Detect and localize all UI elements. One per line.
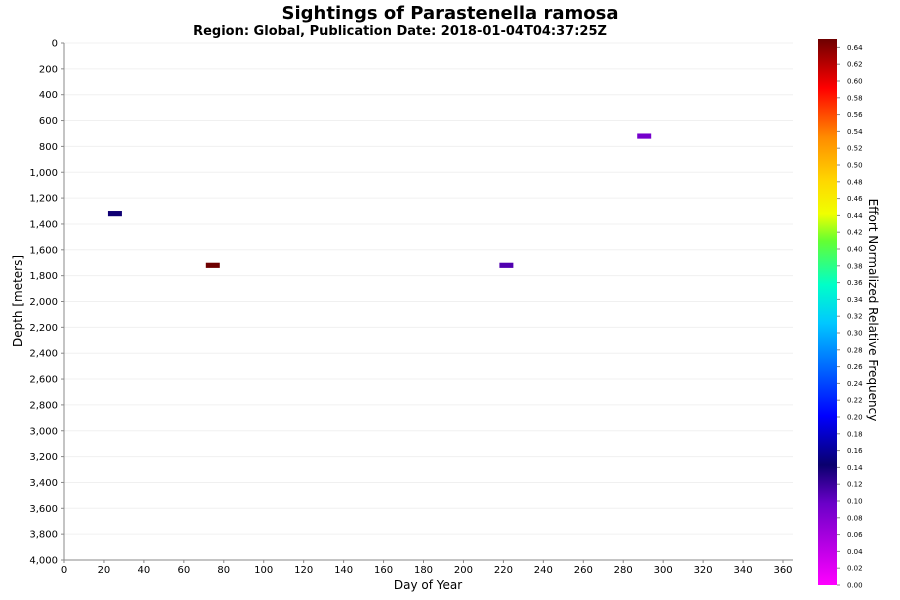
x-tick-label: 140 xyxy=(334,565,353,576)
y-tick-label: 400 xyxy=(39,90,58,101)
colorbar-tick-label: 0.62 xyxy=(847,61,863,69)
colorbar-tick-label: 0.22 xyxy=(847,397,863,405)
x-tick-label: 180 xyxy=(414,565,433,576)
colorbar-tick-label: 0.18 xyxy=(847,430,863,438)
colorbar-tick-label: 0.48 xyxy=(847,178,863,186)
colorbar-ticks: 0.00 0.02 0.04 0.06 0.08 0.10 0.12 0.14 0.16 0.18… xyxy=(837,44,863,590)
data-cell xyxy=(499,262,514,268)
y-tick-label: 3,000 xyxy=(29,426,58,437)
colorbar-tick-label: 0.06 xyxy=(847,531,863,539)
colorbar-tick-label: 0.02 xyxy=(847,565,863,573)
x-tick-label: 100 xyxy=(254,565,273,576)
y-tick-label: 2,200 xyxy=(29,323,58,334)
colorbar xyxy=(818,39,837,585)
y-tick-label: 1,200 xyxy=(29,194,58,205)
x-tick-label: 240 xyxy=(534,565,553,576)
y-tick-label: 2,600 xyxy=(29,375,58,386)
colorbar-tick-label: 0.46 xyxy=(847,195,863,203)
y-tick-label: 800 xyxy=(39,142,58,153)
x-tick-label: 220 xyxy=(494,565,513,576)
colorbar-tick-label: 0.64 xyxy=(847,44,863,52)
x-tick-label: 60 xyxy=(177,565,190,576)
colorbar-tick-label: 0.60 xyxy=(847,78,863,86)
y-tick-label: 4,000 xyxy=(29,556,58,567)
y-tick-label: 600 xyxy=(39,116,58,127)
y-axis-label: Depth [meters] xyxy=(11,255,25,347)
colorbar-tick-label: 0.44 xyxy=(847,212,863,220)
y-ticks: 0 200 400 600 800 1,000 1,200 1,400 1,600 1,800 2,… xyxy=(29,39,64,567)
colorbar-tick-label: 0.40 xyxy=(847,246,863,254)
data-cells xyxy=(107,133,652,268)
x-tick-label: 360 xyxy=(773,565,792,576)
x-axis-label: Day of Year xyxy=(394,578,462,592)
x-tick-label: 20 xyxy=(98,565,111,576)
colorbar-tick-label: 0.20 xyxy=(847,414,863,422)
x-tick-label: 160 xyxy=(374,565,393,576)
x-tick-label: 340 xyxy=(734,565,753,576)
data-cell xyxy=(637,133,652,139)
colorbar-tick-label: 0.42 xyxy=(847,229,863,237)
y-tick-label: 1,400 xyxy=(29,219,58,230)
colorbar-tick-label: 0.54 xyxy=(847,128,863,136)
y-tick-label: 3,800 xyxy=(29,530,58,541)
y-tick-label: 200 xyxy=(39,64,58,75)
y-tick-label: 2,400 xyxy=(29,349,58,360)
x-tick-label: 260 xyxy=(574,565,593,576)
colorbar-tick-label: 0.00 xyxy=(847,582,863,590)
x-tick-label: 200 xyxy=(454,565,473,576)
y-tick-label: 3,600 xyxy=(29,504,58,515)
colorbar-tick-label: 0.14 xyxy=(847,464,863,472)
x-tick-label: 300 xyxy=(654,565,673,576)
y-tick-label: 2,000 xyxy=(29,297,58,308)
colorbar-tick-label: 0.08 xyxy=(847,514,863,522)
y-tick-label: 3,200 xyxy=(29,452,58,463)
colorbar-tick-label: 0.12 xyxy=(847,481,863,489)
y-tick-label: 0 xyxy=(52,39,58,50)
colorbar-tick-label: 0.56 xyxy=(847,111,863,119)
colorbar-tick-label: 0.28 xyxy=(847,346,863,354)
y-tick-label: 3,400 xyxy=(29,478,58,489)
colorbar-tick-label: 0.24 xyxy=(847,380,863,388)
colorbar-tick-label: 0.10 xyxy=(847,498,863,506)
colorbar-label: Effort Normalized Relative Frequency xyxy=(866,199,880,422)
y-tick-label: 2,800 xyxy=(29,400,58,411)
y-tick-label: 1,800 xyxy=(29,271,58,282)
colorbar-tick-label: 0.38 xyxy=(847,262,863,270)
x-tick-label: 40 xyxy=(138,565,151,576)
colorbar-tick-label: 0.34 xyxy=(847,296,863,304)
colorbar-tick-label: 0.30 xyxy=(847,330,863,338)
x-tick-label: 0 xyxy=(61,565,67,576)
y-tick-label: 1,000 xyxy=(29,168,58,179)
x-tick-label: 120 xyxy=(294,565,313,576)
x-tick-label: 80 xyxy=(217,565,230,576)
colorbar-tick-label: 0.50 xyxy=(847,162,863,170)
colorbar-tick-label: 0.26 xyxy=(847,363,863,371)
grid xyxy=(64,42,793,561)
chart-subtitle: Region: Global, Publication Date: 2018-0… xyxy=(193,24,607,39)
data-cell xyxy=(205,262,220,268)
data-cell xyxy=(107,211,122,217)
colorbar-tick-label: 0.58 xyxy=(847,94,863,102)
colorbar-tick-label: 0.04 xyxy=(847,548,863,556)
x-tick-label: 280 xyxy=(614,565,633,576)
colorbar-tick-label: 0.32 xyxy=(847,313,863,321)
colorbar-tick-label: 0.16 xyxy=(847,447,863,455)
chart-title: Sightings of Parastenella ramosa xyxy=(282,3,619,24)
colorbar-tick-label: 0.52 xyxy=(847,145,863,153)
colorbar-tick-label: 0.36 xyxy=(847,279,863,287)
x-tick-label: 320 xyxy=(694,565,713,576)
y-tick-label: 1,600 xyxy=(29,245,58,256)
x-ticks: 0 20 40 60 80 100 120 140 160 180 200 220 240 260 280 3… xyxy=(61,560,793,576)
